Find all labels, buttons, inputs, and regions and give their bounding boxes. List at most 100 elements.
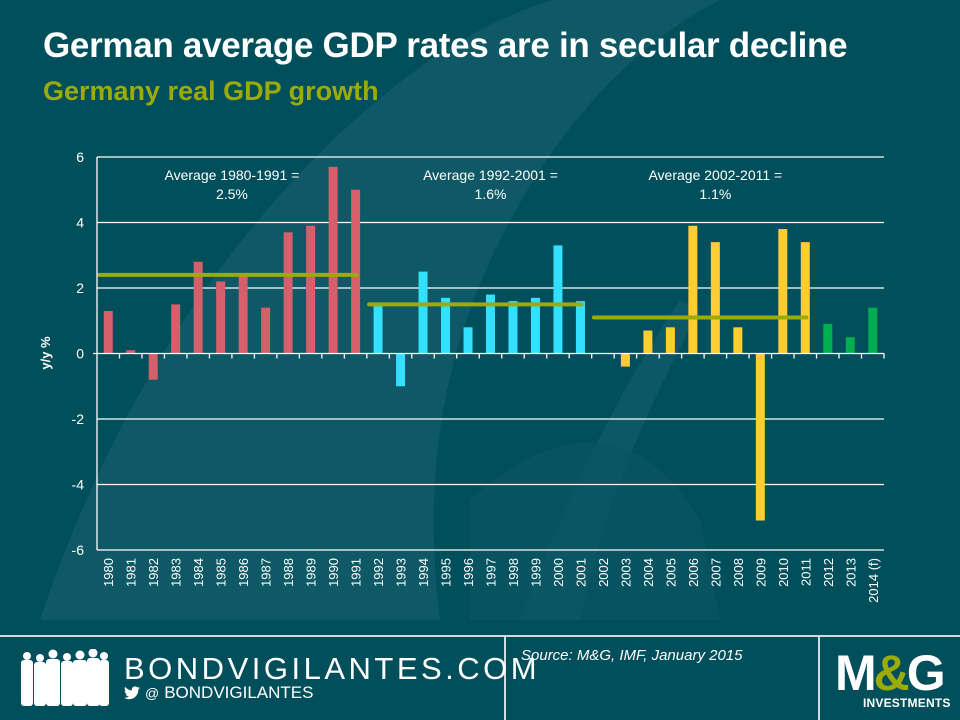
x-tick-label: 1986 [236,558,251,587]
x-tick-label: 2012 [821,558,836,587]
bar [553,245,563,354]
bar [306,225,316,354]
y-tick-label: 4 [76,215,84,231]
bar [283,232,293,354]
x-tick-label: 1997 [484,558,499,587]
x-tick-label: 2005 [663,558,678,587]
footer-separator [818,637,820,720]
twitter-handle[interactable]: @ BONDVIGILANTES [124,683,313,703]
x-tick-label: 1996 [461,558,476,587]
source-note: Source: M&G, IMF, January 2015 [521,647,743,664]
average-annotation-value: 1.6% [475,186,507,202]
x-tick-label: 2011 [798,558,813,586]
x-tick-label: 1994 [416,558,431,587]
x-tick-label: 1991 [349,558,364,587]
x-tick-label: 1981 [124,558,139,587]
bar [261,307,271,354]
x-tick-label: 1984 [191,558,206,587]
bar [171,304,181,354]
bar [643,330,653,354]
average-annotation: Average 2002-2011 = [648,167,782,183]
footer [0,637,960,720]
bar [126,350,136,354]
bar [688,225,698,354]
logo-subtitle: INVESTMENTS [863,696,951,710]
x-tick-label: 1988 [281,558,296,587]
x-tick-label: 2006 [686,558,701,587]
brand-url[interactable]: BONDVIGILANTES.COM [124,651,541,686]
x-tick-label: 2013 [843,558,858,587]
x-tick-label: 1992 [371,558,386,587]
bar [441,297,451,354]
bar [396,353,406,387]
logo-m: M [835,645,877,701]
x-tick-label: 1983 [169,558,184,587]
bar [373,304,383,354]
twitter-handle-text: BONDVIGILANTES [164,683,314,702]
x-tick-label: 2003 [618,558,633,587]
bar [800,242,810,354]
x-tick-label: 1993 [394,558,409,587]
bar [530,297,540,354]
bar [733,327,743,354]
x-tick-label: 2007 [708,558,723,587]
bar [778,229,788,354]
y-tick-label: 6 [76,149,84,165]
x-tick-label: 2014 (f) [866,558,881,603]
bar [823,324,833,354]
bar [463,327,473,354]
bar [418,271,428,354]
x-tick-label: 2000 [551,558,566,587]
x-tick-label: 2009 [753,558,768,587]
x-tick-label: 2010 [776,558,791,587]
bar [665,327,675,354]
bar [216,281,226,354]
x-tick-label: 1998 [506,558,521,587]
average-annotation: Average 1992-2001 = [423,167,558,183]
average-annotation-value: 1.1% [699,186,731,202]
bar [148,353,158,380]
bar [620,353,630,367]
footer-divider [0,635,960,637]
bar [575,301,585,354]
twitter-bird-icon [124,686,140,700]
y-tick-label: 0 [76,346,84,362]
bar [238,274,248,354]
bar [755,353,765,521]
bar [103,310,113,354]
bar [193,261,203,354]
x-tick-label: 1999 [528,558,543,587]
x-tick-label: 1987 [259,558,274,587]
gdp-bar-chart: 6 4 2 0 -2 -4 -6 1980 1981 1982 1983 1984 1985 1986 19… [38,149,885,603]
y-tick-label: -2 [72,411,85,427]
x-tick-label: 1995 [439,558,454,587]
y-tick-label: -6 [72,542,85,558]
x-tick-label: 2004 [641,558,656,587]
chart-subtitle: Germany real GDP growth [43,76,379,106]
bar [868,307,878,354]
x-tick-label: 2002 [596,558,611,587]
logo-g: G [906,645,946,701]
people-silhouette-icon [21,649,109,706]
at-sign: @ [145,685,160,701]
bar [351,189,361,354]
x-tick-label: 2001 [573,558,588,587]
x-tick-label: 2008 [731,558,746,587]
bar [328,166,338,354]
footer-separator [504,637,506,720]
y-axis-label: y/y % [38,336,53,370]
x-tick-label: 1982 [146,558,161,587]
bar [508,301,518,354]
bar [486,294,495,354]
bar [845,337,855,354]
mg-investments-logo[interactable]: M&G INVESTMENTS [835,645,950,714]
bar [710,242,720,354]
x-tick-label: 1989 [304,558,319,587]
chart-title: German average GDP rates are in secular … [43,26,848,65]
y-tick-label: -4 [72,477,85,493]
x-tick-label: 1980 [101,558,116,587]
x-tick-label: 1985 [214,558,229,587]
y-tick-label: 2 [76,280,84,296]
logo-ampersand: & [873,645,910,701]
x-tick-label: 1990 [326,558,341,587]
